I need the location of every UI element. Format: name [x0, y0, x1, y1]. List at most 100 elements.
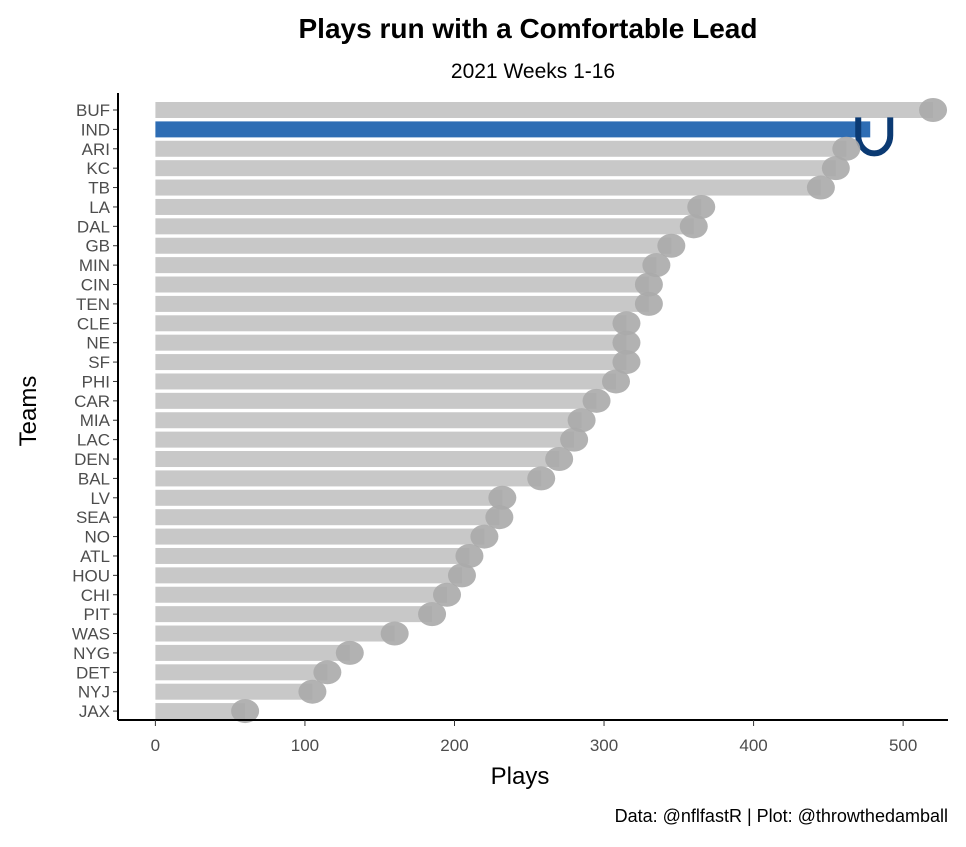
y-tick-label-den: DEN: [74, 450, 110, 469]
logo-jax-icon: [231, 699, 260, 724]
bar-phi: [155, 373, 616, 390]
bar-ari: [155, 140, 847, 157]
logo-gb-icon: [657, 233, 686, 258]
y-tick-label-buf: BUF: [76, 101, 110, 120]
y-axis: BUFINDARIKCTBLADALGBMINCINTENCLENESFPHIC…: [72, 93, 119, 721]
logo-tb-icon: [806, 175, 835, 200]
y-tick-label-ten: TEN: [76, 295, 110, 314]
y-tick-label-cin: CIN: [81, 276, 110, 295]
y-tick-label-dal: DAL: [77, 217, 110, 236]
bar-hou: [155, 567, 462, 584]
logo-cle-icon: [612, 311, 641, 336]
bar-atl: [155, 547, 470, 564]
logo-ne-icon: [612, 330, 641, 355]
bar-buf: [155, 102, 934, 118]
bar-pit: [155, 606, 433, 623]
x-tick-label-200: 200: [440, 736, 468, 755]
bar-tb: [155, 179, 821, 196]
team-logos-group: [231, 98, 948, 724]
logo-buf-icon: [919, 98, 948, 122]
bar-cle: [155, 315, 627, 332]
logo-sea-icon: [485, 505, 514, 530]
logo-nyg-icon: [335, 640, 364, 665]
bar-chi: [155, 586, 448, 603]
logo-dal-icon: [679, 214, 708, 239]
chart-caption: Data: @nflfastR | Plot: @throwthedamball: [615, 806, 948, 826]
logo-lv-icon: [488, 485, 517, 510]
logo-ten-icon: [634, 291, 663, 316]
logo-det-icon: [313, 660, 342, 685]
chart-subtitle: 2021 Weeks 1-16: [451, 60, 615, 83]
logo-car-icon: [582, 388, 611, 413]
y-tick-label-car: CAR: [74, 392, 110, 411]
logo-phi-icon: [602, 369, 630, 394]
logo-lac-icon: [560, 427, 589, 452]
bar-nyj: [155, 683, 313, 700]
bar-ne: [155, 334, 627, 351]
y-tick-label-la: LA: [89, 198, 110, 217]
y-tick-label-det: DET: [76, 663, 110, 682]
logo-ind-horseshoe-icon: [855, 117, 894, 157]
x-axis: 0 100 200 300 400 500: [118, 719, 948, 755]
y-tick-label-nyj: NYJ: [78, 683, 110, 702]
y-tick-label-pit: PIT: [84, 605, 110, 624]
bar-mia: [155, 412, 582, 429]
logo-min-icon: [642, 253, 671, 278]
x-axis-label: Plays: [491, 763, 550, 790]
logo-bal-icon: [527, 466, 556, 491]
logo-pit-icon: [418, 602, 447, 627]
logo-ari-icon: [832, 136, 861, 161]
y-tick-label-bal: BAL: [78, 469, 110, 488]
bar-den: [155, 451, 560, 468]
bar-car: [155, 392, 597, 409]
y-tick-label-min: MIN: [79, 256, 110, 275]
bar-lv: [155, 489, 503, 506]
y-tick-label-was: WAS: [72, 625, 110, 644]
y-tick-label-ne: NE: [86, 334, 110, 353]
y-tick-label-chi: CHI: [81, 586, 110, 605]
y-tick-label-ari: ARI: [82, 140, 110, 159]
y-tick-label-mia: MIA: [80, 411, 111, 430]
bar-cin: [155, 276, 649, 293]
y-tick-label-phi: PHI: [82, 372, 110, 391]
bar-no: [155, 528, 485, 545]
y-tick-label-lv: LV: [90, 489, 110, 508]
y-tick-label-no: NO: [85, 528, 111, 547]
logo-nyj-icon: [298, 679, 327, 704]
y-tick-label-lac: LAC: [77, 431, 110, 450]
bar-ind: [155, 121, 871, 138]
logo-mia-icon: [567, 408, 596, 433]
y-tick-label-tb: TB: [88, 179, 110, 198]
y-tick-label-atl: ATL: [80, 547, 110, 566]
x-tick-label-500: 500: [889, 736, 917, 755]
bar-was: [155, 625, 395, 642]
bar-kc: [155, 160, 836, 177]
bar-la: [155, 198, 702, 215]
x-tick-label-400: 400: [739, 736, 767, 755]
y-tick-label-jax: JAX: [79, 702, 110, 721]
y-tick-label-kc: KC: [86, 159, 110, 178]
chart-title: Plays run with a Comfortable Lead: [299, 13, 758, 44]
y-axis-label: Teams: [15, 376, 42, 447]
logo-chi-icon: [433, 582, 462, 607]
y-tick-label-sea: SEA: [76, 508, 111, 527]
bar-lac: [155, 431, 575, 448]
bar-det: [155, 664, 328, 681]
bar-min: [155, 257, 657, 274]
x-tick-label-300: 300: [590, 736, 618, 755]
logo-sf-icon: [612, 350, 641, 375]
x-tick-label-100: 100: [291, 736, 319, 755]
bar-dal: [155, 218, 694, 235]
logo-hou-icon: [447, 563, 476, 588]
bar-sea: [155, 509, 500, 526]
y-tick-label-cle: CLE: [77, 314, 110, 333]
y-tick-label-gb: GB: [85, 237, 110, 256]
bar-nyg: [155, 644, 350, 661]
bars-group: [155, 102, 934, 720]
y-tick-label-ind: IND: [81, 120, 110, 139]
logo-was-icon: [380, 621, 409, 646]
logo-den-icon: [545, 447, 574, 472]
logo-cin-icon: [634, 272, 663, 297]
y-tick-label-nyg: NYG: [73, 644, 110, 663]
